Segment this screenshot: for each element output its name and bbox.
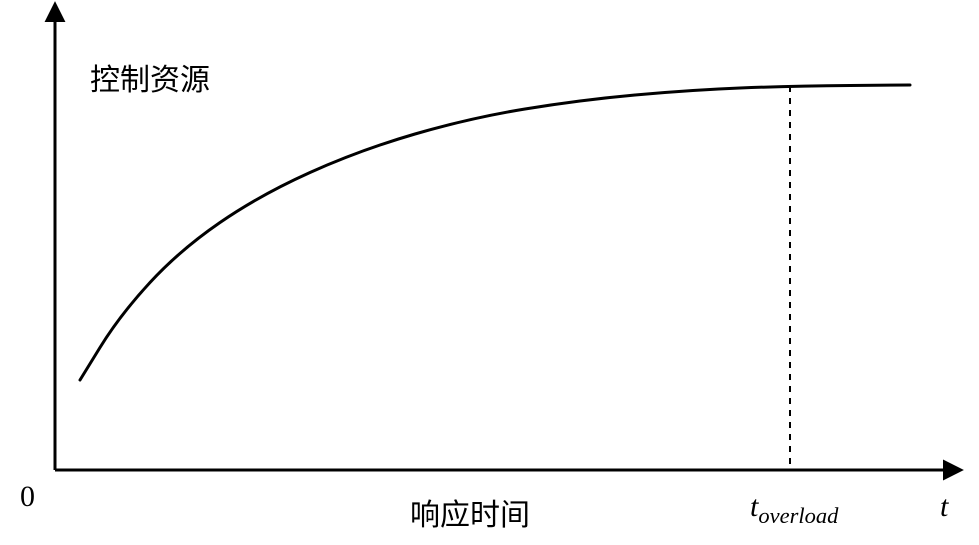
origin-label: 0: [20, 480, 35, 514]
overload-marker-sub: overload: [758, 503, 838, 528]
y-axis-label: 控制资源: [90, 55, 210, 99]
x-axis-variable: t: [940, 490, 948, 524]
x-axis-label: 响应时间: [410, 490, 530, 534]
chart-container: 控制资源 响应时间 0 t toverload: [0, 0, 979, 545]
overload-marker-label: toverload: [750, 490, 838, 529]
